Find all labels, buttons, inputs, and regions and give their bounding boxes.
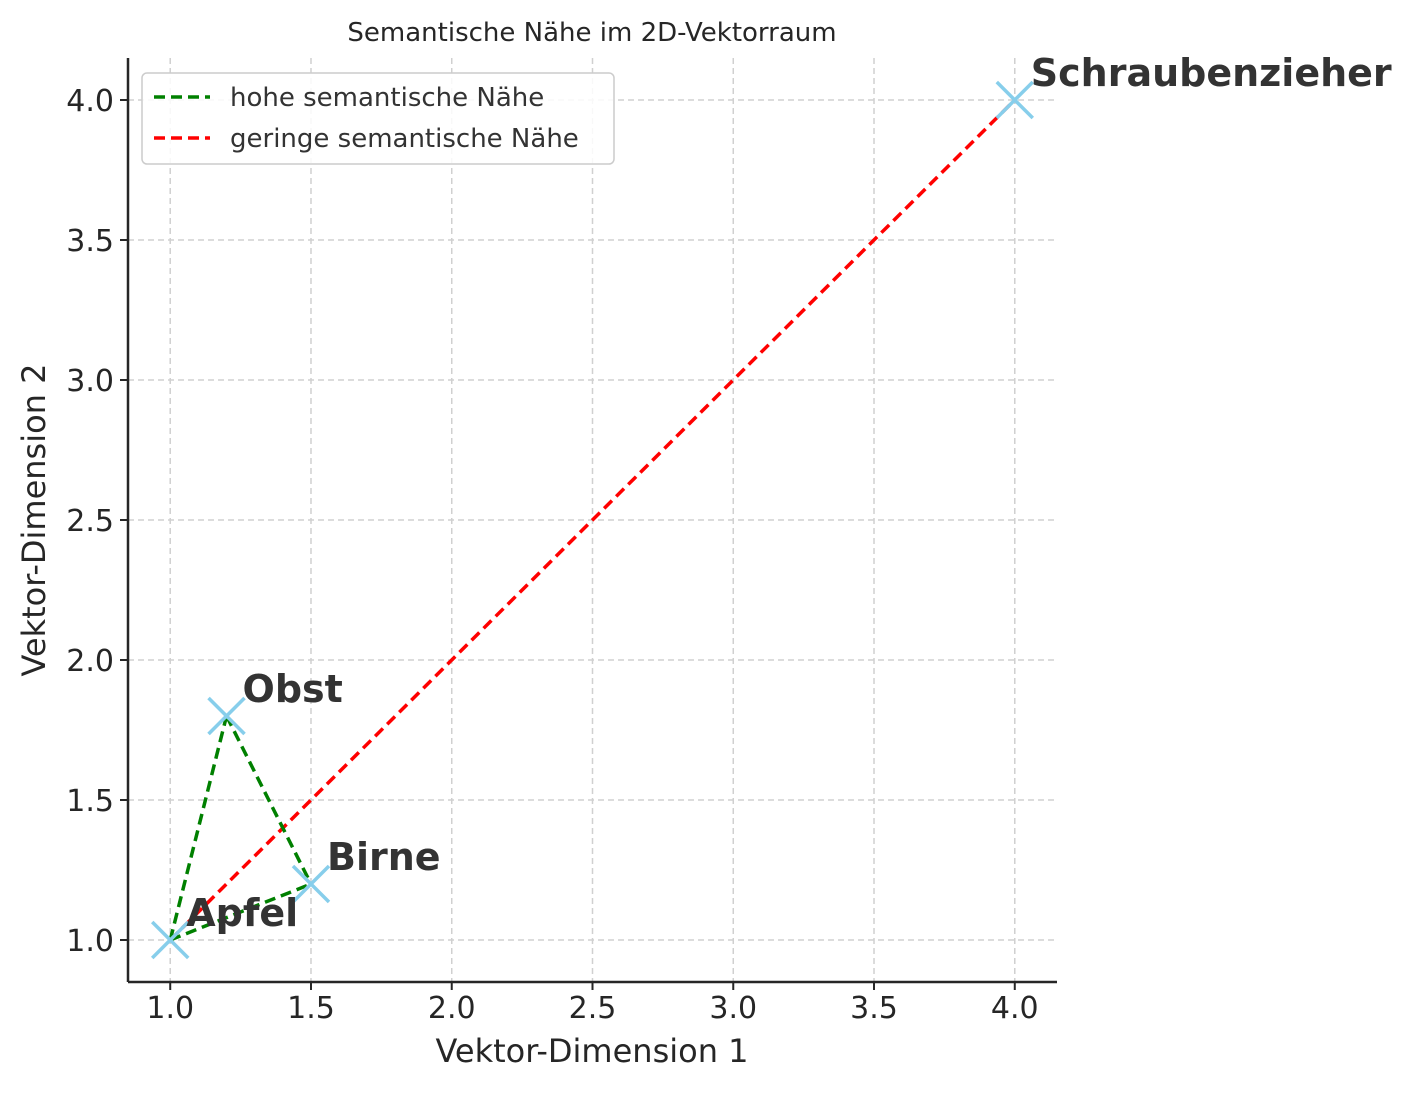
- y-axis-label: Vektor-Dimension 2: [15, 363, 53, 676]
- y-tick-label: 1.5: [66, 784, 114, 819]
- point-marker-obst: [207, 696, 246, 736]
- marker-stroke: [995, 80, 1035, 120]
- y-tick-label: 4.0: [66, 84, 114, 119]
- x-tick-label: 2.5: [569, 991, 617, 1026]
- x-tick-label: 3.5: [850, 991, 898, 1026]
- y-tick-label: 2.5: [66, 504, 114, 539]
- point-marker-birne: [291, 864, 331, 904]
- legend: hohe semantische Nähe geringe semantische…: [141, 72, 615, 165]
- x-tick-label: 3.0: [709, 991, 757, 1026]
- x-tick-label: 4.0: [991, 991, 1039, 1026]
- legend-box: [141, 72, 615, 165]
- high-similarity-line-segment: [224, 715, 313, 885]
- y-tick-label: 1.0: [66, 924, 114, 959]
- legend-label-high-similarity: hohe semantische Nähe: [230, 83, 544, 113]
- point-markers: [150, 80, 1035, 960]
- x-tick-label: 2.0: [428, 991, 476, 1026]
- low-similarity-line-segment: [168, 98, 1017, 942]
- marker-stroke: [291, 864, 331, 904]
- x-tick-label: 1.5: [287, 991, 335, 1026]
- high-similarity-line-segment: [168, 715, 229, 941]
- point-label-schraubenzieher: Schraubenzieher: [1031, 51, 1392, 95]
- y-tick-label: 3.0: [66, 364, 114, 399]
- chart-title: Semantische Nähe im 2D-Vektorraum: [347, 18, 836, 48]
- axes: 1.0 1.5 2.0 2.5 3.0 3.5 4.0 1.0 1.5 2.0 2.5 3.0 3.5 4…: [66, 58, 1057, 1026]
- point-label-apfel: Apfel: [186, 891, 298, 935]
- y-tick-label: 2.0: [66, 644, 114, 679]
- series-lines: [168, 98, 1017, 942]
- y-tick-label: 3.5: [66, 224, 114, 259]
- marker-stroke: [207, 696, 246, 736]
- marker-stroke: [150, 920, 190, 960]
- point-labels: Apfel Birne Obst Schraubenzieher: [186, 51, 1392, 935]
- point-label-obst: Obst: [243, 667, 343, 711]
- x-tick-label: 1.0: [146, 991, 194, 1026]
- high-similarity-line-segment: [169, 882, 312, 942]
- x-axis-label: Vektor-Dimension 1: [435, 1032, 748, 1070]
- point-marker-schraubenzieher: [995, 80, 1035, 120]
- point-label-birne: Birne: [327, 835, 441, 879]
- legend-label-low-similarity: geringe semantische Nähe: [230, 124, 579, 154]
- point-marker-apfel: [150, 920, 190, 960]
